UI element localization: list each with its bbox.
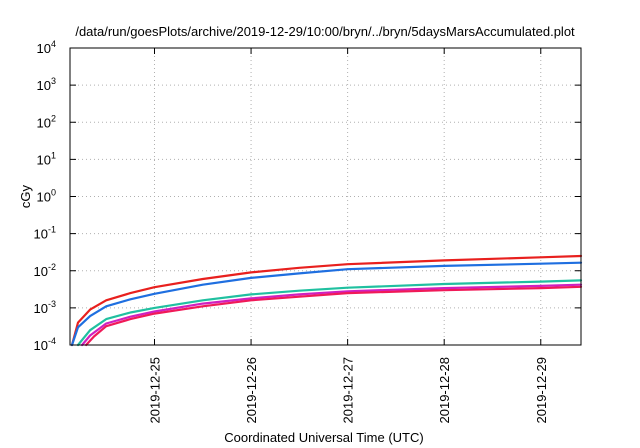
series-line-3 — [76, 279, 583, 347]
series-group — [70, 254, 583, 347]
y-tick-label: 10-1 — [34, 225, 56, 242]
series-line-2 — [70, 261, 583, 347]
x-tick-label: 2019-12-27 — [341, 357, 356, 424]
x-tick-label: 2019-12-29 — [534, 357, 549, 424]
x-tick-label: 2019-12-26 — [244, 357, 259, 424]
x-tick-label: 2019-12-28 — [437, 357, 452, 424]
y-tick-label: 101 — [37, 150, 56, 167]
series-line-1 — [70, 254, 583, 347]
x-axis-label: Coordinated Universal Time (UTC) — [224, 430, 423, 445]
y-tick-label: 10-2 — [34, 262, 56, 279]
series-line-5 — [84, 285, 583, 347]
x-tick-label: 2019-12-25 — [147, 357, 162, 424]
y-tick-label: 100 — [37, 188, 56, 205]
chart-title: /data/run/goesPlots/archive/2019-12-29/1… — [75, 24, 575, 39]
y-tick-label: 10-4 — [34, 336, 56, 353]
ticks: 104 103 102 101 100 10-1 10-2 10-3 10-4 2019-12-2… — [34, 39, 581, 424]
y-tick-label: 102 — [37, 113, 56, 130]
series-line-4 — [80, 283, 583, 347]
y-tick-label: 103 — [37, 76, 56, 93]
y-tick-label: 104 — [37, 39, 56, 56]
grid — [70, 48, 581, 345]
y-axis-label: cGy — [18, 184, 33, 208]
y-tick-label: 10-3 — [34, 299, 56, 316]
